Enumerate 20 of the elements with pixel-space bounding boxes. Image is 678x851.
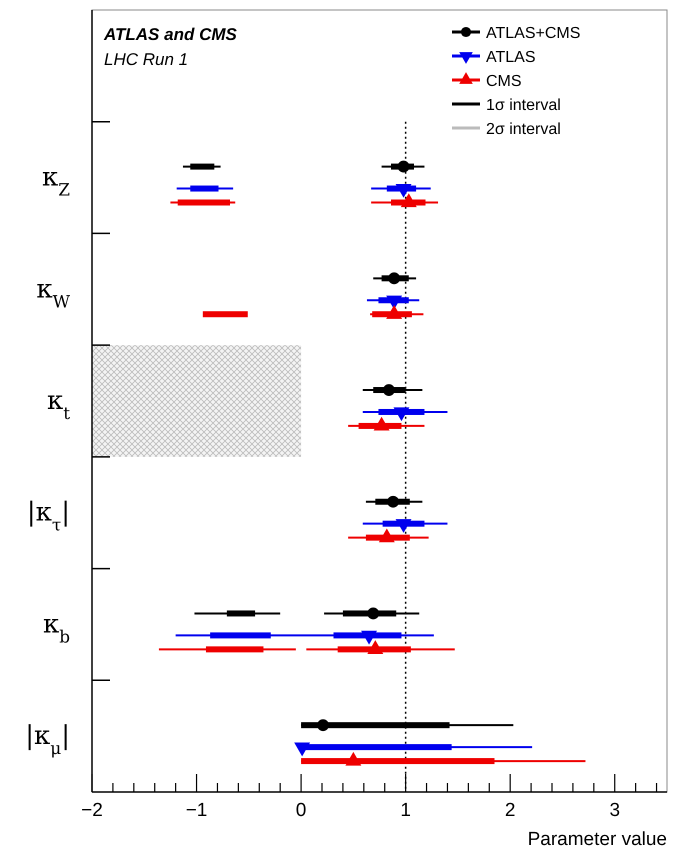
y-tick-label: κ$_{t}$ [46,386,70,423]
y-tick-label: κ$_{b}$ [42,609,70,646]
y-tick-label: |κ$_{τ}$| [26,498,70,535]
chart-title: ATLAS and CMS [103,25,238,44]
chart-subtitle: LHC Run 1 [104,50,188,69]
x-tick-label: −1 [186,800,208,821]
y-tick-label: κ$_{Z}$ [42,162,70,200]
legend-label: CMS [486,73,522,90]
legend-label: 1σ interval [486,97,561,114]
legend-label: ATLAS [486,49,536,66]
y-tick-label: κ$_{W}$ [36,274,71,312]
y-tick-label: |κ$_{μ}$| [25,721,70,758]
x-tick-label: −2 [81,800,103,821]
x-tick-label: 2 [504,800,516,821]
x-tick-label: 1 [400,800,411,821]
x-tick-label: 0 [296,800,306,821]
x-axis-title: Parameter value [528,829,667,850]
legend-label: ATLAS+CMS [486,25,580,42]
x-tick-label: 3 [609,800,620,821]
legend-label: 2σ interval [486,121,561,138]
